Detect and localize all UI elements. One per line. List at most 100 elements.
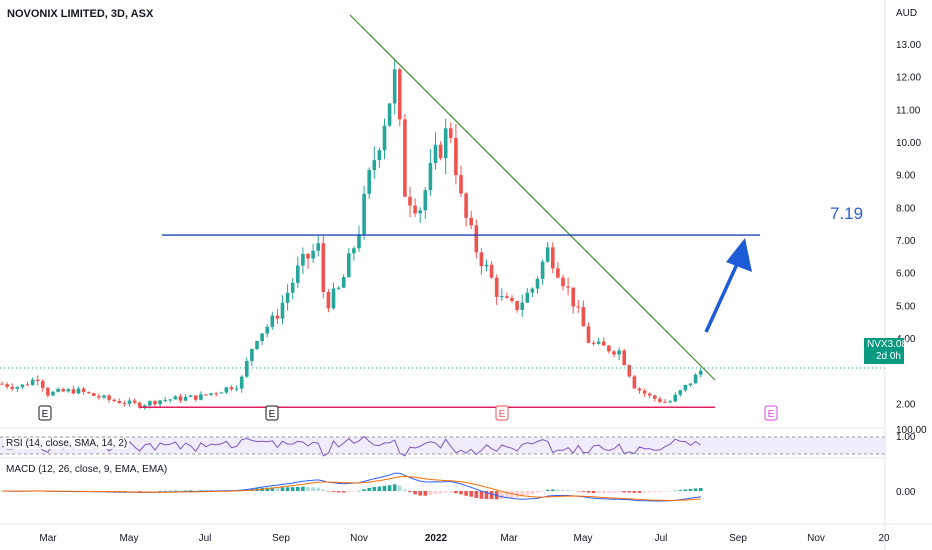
candle-body [301, 253, 305, 266]
candle-body [290, 282, 295, 293]
macd-histogram-bar [561, 489, 565, 491]
candle-body [449, 128, 453, 138]
candle-body [51, 391, 55, 396]
candle-body [632, 376, 637, 389]
candle-body [336, 287, 341, 289]
macd-histogram-bar [627, 491, 632, 493]
candle-body [505, 296, 509, 298]
candle-body [357, 234, 361, 249]
macd-histogram-bar [183, 490, 188, 492]
candle-body [525, 292, 530, 303]
macd-histogram-bar [525, 491, 530, 496]
candle-body [576, 306, 581, 308]
macd-histogram-bar [122, 491, 127, 492]
candle-body [331, 288, 336, 309]
time-tick-label: 2022 [425, 533, 448, 544]
macd-histogram-bar [535, 491, 540, 493]
macd-histogram-bar [316, 487, 320, 491]
candle-body [143, 405, 147, 408]
time-axis[interactable]: Mar May Jul Sep Nov 2022 Mar May Jul Sep Nov 20 [39, 533, 890, 544]
candle-body [413, 205, 417, 214]
candle-body [234, 388, 239, 390]
time-tick-label: Nov [350, 533, 368, 544]
candle-body [408, 196, 412, 206]
macd-histogram-bar [382, 485, 387, 491]
macd-histogram-bar [545, 489, 550, 491]
candle-body [607, 345, 611, 352]
candle-body [296, 265, 300, 283]
candle-body [622, 350, 626, 366]
candle-body [423, 190, 428, 211]
candle-body [81, 388, 86, 392]
candle-body [117, 401, 122, 404]
macd-histogram-bar [698, 487, 703, 491]
macd-pane [0, 472, 703, 502]
candle-body [581, 307, 586, 327]
candle-body [693, 374, 698, 384]
time-tick-label: May [120, 533, 139, 544]
candle-body [459, 175, 463, 194]
macd-legend[interactable]: MACD (12, 26, close, 9, EMA, EMA) [4, 464, 170, 475]
candle-body [66, 389, 71, 392]
earnings-marker-label: E [269, 409, 276, 420]
macd-histogram-bar [137, 491, 142, 492]
candle-body [484, 264, 489, 267]
candle-body [443, 128, 448, 159]
macd-histogram-bar [392, 484, 397, 491]
candle-body [545, 247, 550, 262]
price-tick-label: 12.00 [896, 73, 921, 84]
macd-histogram-bar [387, 485, 392, 491]
candle-body [489, 264, 494, 278]
rsi-legend[interactable]: RSI (14, close, SMA, 14, 2) [4, 438, 130, 449]
candle-body [474, 225, 479, 253]
macd-histogram-bar [678, 490, 683, 491]
macd-histogram-bar [372, 487, 377, 491]
macd-histogram-bar [153, 491, 157, 492]
macd-histogram-bar [551, 489, 555, 491]
candle-body [392, 69, 397, 104]
candle-body [479, 252, 484, 267]
macd-histogram-bar [428, 491, 433, 495]
candle-body [540, 261, 545, 279]
candle-body [341, 277, 346, 288]
candle-body [530, 288, 535, 293]
macd-histogram-bar [148, 491, 152, 492]
macd-histogram-bar [301, 486, 305, 491]
chart-title: NOVONIX LIMITED, 3D, ASX [7, 8, 154, 20]
time-tick-label: Mar [500, 533, 518, 544]
macd-histogram-bar [688, 488, 693, 491]
macd-histogram-bar [280, 487, 285, 491]
macd-histogram-bar [530, 491, 535, 494]
candle-body [285, 292, 290, 303]
time-tick-label: Nov [807, 533, 825, 544]
candle-body [239, 376, 244, 389]
candle-body [107, 395, 111, 400]
candle-body [637, 388, 642, 391]
candle-body [178, 396, 183, 401]
macd-histogram-bar [194, 490, 198, 492]
candle-body [250, 348, 254, 361]
candle-body [433, 144, 438, 164]
time-tick-label: Sep [272, 533, 290, 544]
macd-histogram-bar [362, 489, 366, 491]
candle-body [112, 399, 116, 402]
candle-body [586, 326, 591, 343]
last-price-value: 3.08 [887, 339, 908, 350]
candle-body [92, 393, 96, 396]
macd-histogram-bar [438, 491, 443, 494]
candle-body [86, 391, 91, 394]
candle-body [612, 351, 616, 355]
candle-body [30, 379, 35, 385]
candle-body [688, 383, 693, 385]
candle-body [204, 394, 208, 396]
candle-body [438, 144, 443, 159]
candle-body [418, 210, 422, 214]
target-arrow-head [726, 238, 752, 272]
macd-histogram-bar [489, 491, 494, 500]
macd-histogram-bar [474, 491, 479, 498]
macd-histogram-bar [306, 486, 310, 491]
candle-body [653, 395, 657, 399]
macd-histogram-bar [607, 491, 611, 493]
price-axis[interactable]: AUD 13.00 12.00 11.00 10.00 9.00 8.00 7.00 6.00 5… [884, 0, 927, 550]
